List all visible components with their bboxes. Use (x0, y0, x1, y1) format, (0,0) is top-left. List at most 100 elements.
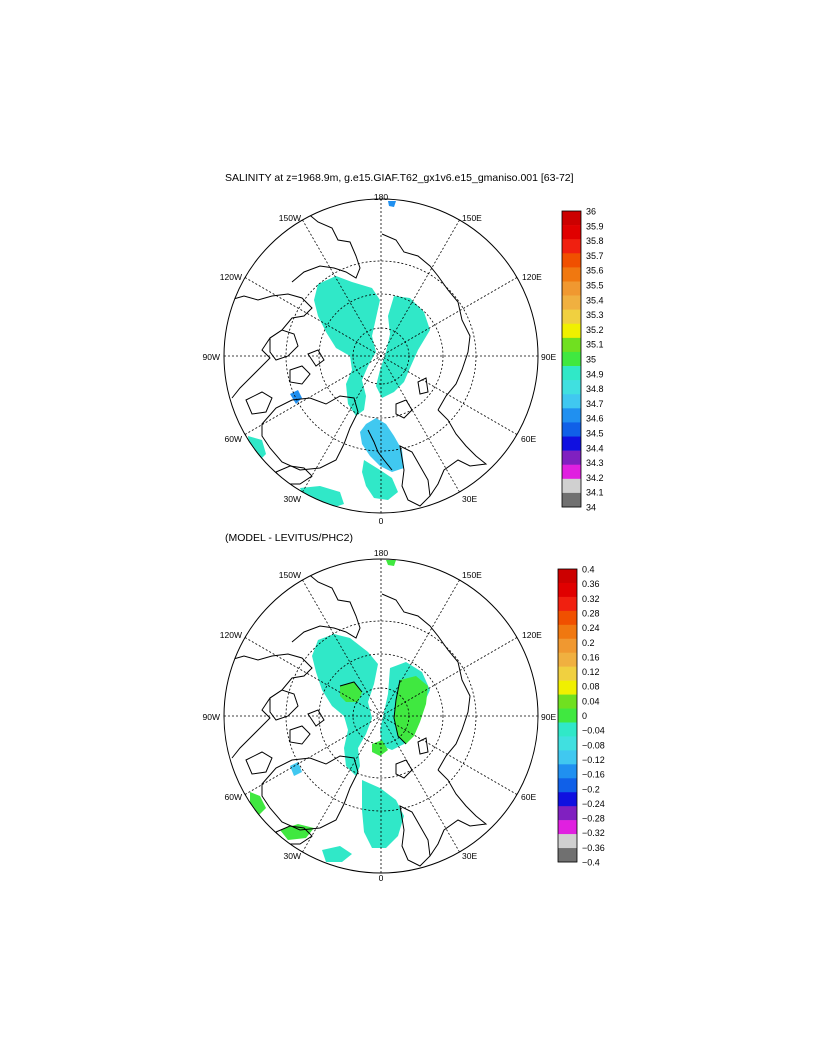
meridian-150-330 (302, 579, 460, 853)
coastline-svalbard (395, 737, 429, 779)
colorbar-frame (561, 210, 582, 508)
field-region-positive-north (340, 682, 362, 702)
coastline-canada (229, 653, 313, 759)
colorbar-label: −0.32 (582, 828, 605, 838)
colorbar-swatch (558, 624, 577, 640)
colorbar-label: 34.6 (586, 414, 604, 424)
colorbar-label: 34.7 (586, 399, 604, 409)
field-region-eastern (376, 296, 430, 398)
contour-line (367, 429, 393, 471)
colorbar-label: 35.3 (586, 310, 604, 320)
colorbar: 36 35.9 35.8 35.7 35.6 35.5 35.4 35.3 35.2 35.1 35… (561, 207, 604, 513)
colorbar-label: −0.28 (582, 814, 605, 824)
colorbar-label: 35.8 (586, 236, 604, 246)
colorbar-swatch (562, 253, 581, 268)
latitude-circle-70n (318, 293, 444, 419)
colorbar-label: 35.4 (586, 295, 604, 305)
panel-title: SALINITY at z=1968.9m, g.e15.GIAF.T62_gx… (225, 172, 574, 184)
colorbar-swatch (562, 337, 581, 353)
lon-label: 0 (379, 516, 384, 526)
colorbar-swatch (562, 450, 581, 466)
coastlines (229, 571, 488, 867)
coastline-greenland (261, 755, 359, 831)
colorbar-label: 35.1 (586, 340, 604, 350)
colorbar-swatch (558, 666, 577, 681)
colorbar-label: −0.16 (582, 770, 605, 780)
colorbar-swatch (558, 778, 577, 793)
longitude-labels: 180 150E 120E 90E 60E 30E 0 30W 60W 90W … (203, 192, 557, 526)
field-region-south (362, 780, 404, 848)
colorbar-swatch (558, 834, 577, 849)
lon-label: 150W (279, 570, 301, 580)
field-region-positive-east (394, 676, 428, 744)
lon-label: 30E (462, 851, 477, 861)
field-region-central (314, 276, 380, 416)
colorbar-label: 0.28 (582, 608, 600, 618)
colorbar-swatch (558, 694, 577, 709)
colorbar-swatch (562, 408, 581, 423)
lon-label: 90W (203, 352, 220, 362)
coastline-archipelago (245, 689, 325, 775)
field-region-south (362, 460, 398, 500)
colorbar-label: 35.7 (586, 251, 604, 261)
colorbar-label: −0.24 (582, 799, 605, 809)
colorbar-swatch (562, 295, 581, 310)
difference-field (250, 560, 430, 862)
map-border (223, 198, 539, 514)
field-region-strait (360, 418, 404, 472)
field-spot-light-blue (290, 762, 302, 776)
colorbar-label: 0.08 (582, 682, 600, 692)
lon-label: 180 (374, 548, 388, 558)
colorbar-swatch (558, 736, 577, 751)
colorbar-label: −0.4 (582, 858, 600, 868)
graticule (224, 559, 538, 873)
coastline-alaska (291, 211, 361, 283)
colorbar-label: 34.2 (586, 473, 604, 483)
colorbar-label: 35.6 (586, 266, 604, 276)
colorbar-label: −0.08 (582, 740, 605, 750)
lon-label: 120W (220, 630, 242, 640)
colorbar-swatch (562, 422, 581, 437)
salinity-panel: SALINITY at z=1968.9m, g.e15.GIAF.T62_gx… (203, 172, 604, 526)
coastline-canada (229, 293, 313, 399)
colorbar-label: 34.5 (586, 429, 604, 439)
colorbar-frame (557, 568, 578, 863)
field-region-west (248, 436, 266, 462)
latitude-circle-70n (318, 653, 444, 779)
colorbar-label: 35 (586, 355, 596, 365)
colorbar-swatch (562, 267, 581, 282)
colorbar-swatch (562, 492, 581, 508)
colorbar-swatch (558, 764, 577, 779)
lon-label: 30W (284, 851, 301, 861)
lon-label: 60E (521, 434, 536, 444)
coastline-greenland (261, 395, 359, 471)
field-spot-top (388, 201, 396, 207)
colorbar-label: 36 (586, 207, 596, 217)
colorbar-swatch (562, 478, 581, 494)
colorbar-swatch (558, 708, 577, 723)
colorbar-swatch (562, 366, 581, 381)
coastline-siberia (381, 233, 471, 411)
lon-label: 60W (225, 434, 242, 444)
coastline-alaska (291, 571, 361, 643)
colorbar-label: −0.2 (582, 784, 600, 794)
colorbar-label: 0.12 (582, 667, 600, 677)
lon-label: 150W (279, 213, 301, 223)
lon-label: 60E (521, 792, 536, 802)
polar-map (224, 199, 538, 513)
lon-label: 90E (541, 352, 556, 362)
colorbar-label: 0.32 (582, 594, 600, 604)
graticule (224, 199, 538, 513)
map-border (223, 558, 539, 874)
lon-label: 180 (374, 192, 388, 202)
colorbar-label: 34.9 (586, 369, 604, 379)
coastlines (229, 211, 488, 507)
colorbar-swatch (558, 652, 577, 667)
colorbar-swatch (562, 281, 581, 296)
colorbar-swatch (562, 239, 581, 254)
colorbar-swatch (558, 848, 577, 863)
colorbar-swatch (558, 596, 577, 612)
zero-contour-north (339, 681, 363, 693)
colorbar-label: 0.2 (582, 638, 595, 648)
